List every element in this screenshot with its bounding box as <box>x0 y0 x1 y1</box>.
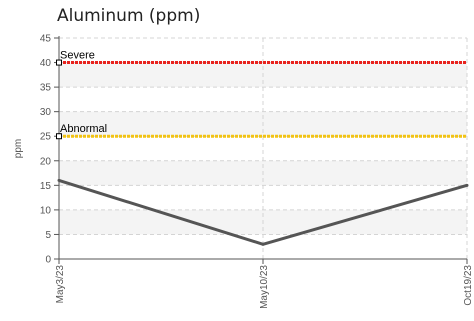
x-tick-label: May3/23 <box>55 265 66 304</box>
y-tick-label: 5 <box>45 230 51 241</box>
y-tick-label: 0 <box>45 255 51 266</box>
data-series <box>57 178 469 246</box>
y-tick-label: 15 <box>40 181 52 192</box>
y-tick-label: 20 <box>40 156 52 167</box>
y-tick-label: 25 <box>40 132 52 143</box>
y-tick-label: 35 <box>40 83 52 94</box>
y-tick-label: 30 <box>40 107 52 118</box>
threshold-label: Severe <box>60 50 95 62</box>
y-tick-label: 45 <box>40 34 52 45</box>
x-tick-label: Oct19/23 <box>463 265 474 306</box>
x-tick-label: May10/23 <box>259 265 270 309</box>
data-point <box>57 178 61 182</box>
data-point <box>261 242 265 246</box>
y-axis-label: ppm <box>13 139 24 158</box>
data-point <box>465 183 469 187</box>
threshold-marker <box>56 133 62 140</box>
threshold-label: Abnormal <box>60 123 107 135</box>
chart-title: Aluminum (ppm) <box>57 6 201 26</box>
y-tick-label: 10 <box>40 205 52 216</box>
threshold-marker <box>56 59 62 66</box>
y-tick-label: 40 <box>40 58 52 69</box>
x-tick-labels: May3/23 May10/23 Oct19/23 <box>55 259 474 309</box>
y-tick-labels: 0 5 10 15 20 25 30 35 40 45 <box>40 34 59 266</box>
threshold-lines: Severe Abnormal <box>56 50 467 140</box>
